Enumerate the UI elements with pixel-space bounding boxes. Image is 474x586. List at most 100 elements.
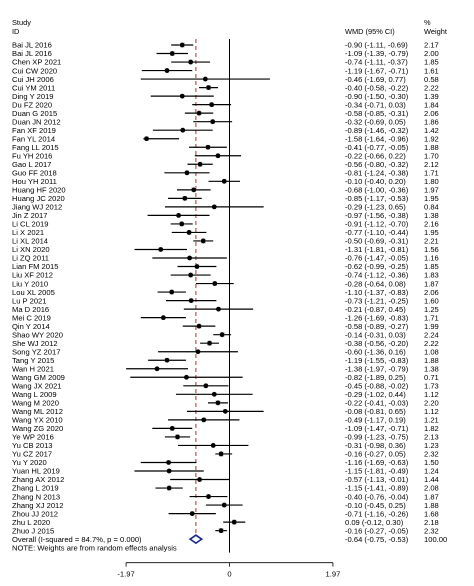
ci-text: -0.97 (-1.56, -0.38) [345,211,409,220]
study-row: Song YZ 2017 -0.60 (-1.36, 0.16) 1.08 [12,347,439,356]
study-label: Mei C 2019 [12,313,51,322]
ci-text: -0.62 (-0.99, -0.25) [345,262,409,271]
study-row: Ding Y 2019 -0.90 (-1.50, -0.30) 1.39 [12,92,439,101]
weight-text: 1.88 [424,501,439,510]
study-label: Fan YL 2014 [12,134,55,143]
study-label: Guo FF 2018 [12,169,57,178]
point-estimate [187,255,193,261]
study-row: Zhou JJ 2012 -0.71 (-1.16, -0.26) 1.68 [12,509,439,518]
study-label: Wang ML 2012 [12,407,63,416]
point-estimate [166,485,172,491]
point-estimate [164,357,170,363]
point-estimate [210,443,216,448]
ci-text: -1.15 (-1.41, -0.89) [345,484,409,493]
study-label: Hou YH 2011 [12,177,57,186]
weight-text: 1.71 [424,313,439,322]
point-estimate [216,306,221,312]
header-weight: Weight [424,27,447,36]
weight-text: 1.44 [424,475,439,484]
study-label: Liu Y 2010 [12,279,48,288]
weight-text: 1.23 [424,441,439,450]
point-estimate [179,93,185,99]
ci-text: -0.50 (-0.69, -0.31) [345,237,409,246]
weight-text: 1.38 [424,211,439,220]
ci-text: -0.90 (-1.50, -0.30) [345,92,409,101]
point-estimate [209,102,215,108]
study-label: Yu CB 2013 [12,441,53,450]
study-row: Li XN 2020 -1.31 (-1.81, -0.81) 1.56 [12,245,439,254]
point-estimate [206,85,211,90]
point-estimate [186,230,192,235]
point-estimate [205,144,211,150]
x-tick-label: 0 [227,570,231,579]
ci-text: -0.90 (-1.11, -0.69) [345,41,408,50]
weight-text: 1.80 [424,177,439,186]
point-estimate [203,383,209,389]
point-estimate [221,178,227,184]
weight-text: 1.84 [424,100,439,109]
weight-text: 1.95 [424,228,439,237]
study-row: Duan G 2015 -0.58 (-0.85, -0.31) 2.06 [12,109,439,118]
study-label: Ma D 2016 [12,305,49,314]
study-row: Cui YM 2011 -0.40 (-0.58, -0.22) 2.22 [12,83,439,92]
point-estimate [195,349,201,355]
ci-text: -0.21 (-0.87, 0.45) [345,305,406,314]
point-estimate [175,434,180,440]
header-percent: % [424,18,431,27]
ci-text: -0.49 (-1.17, 0.19) [345,416,406,425]
study-label: She WJ 2012 [12,339,58,348]
study-row: Liu XF 2012 -0.74 (-1.12, -0.36) 1.83 [12,271,439,280]
study-label: Zhou JJ 2012 [12,509,58,518]
study-label: Du FZ 2020 [12,100,52,109]
point-estimate [169,289,175,295]
overall-weight-text: 100.00 [424,535,447,544]
study-row: Gao L 2017 -0.56 (-0.80, -0.32) 2.12 [12,160,439,169]
ci-text: -1.16 (-1.69, -0.63) [345,458,409,467]
weight-text: 1.61 [424,66,439,75]
ci-text: -0.60 (-1.36, 0.16) [345,347,406,356]
study-label: Qin Y 2014 [12,322,50,331]
study-row: Ye WP 2016 -0.99 (-1.23, -0.75) 2.13 [12,433,439,442]
study-label: Ding Y 2019 [12,92,54,101]
study-row: Shao WY 2020 -0.14 (-0.31, 0.03) 2.24 [12,330,439,339]
weight-text: 2.00 [424,49,439,58]
point-estimate [179,221,185,227]
study-label: Cui CW 2020 [12,66,57,75]
study-row: Fan XF 2019 -0.89 (-1.46, -0.32) 1.42 [12,126,439,135]
study-label: Yuan HL 2019 [12,467,60,476]
column-headers: Study ID WMD (95% CI) % Weight [12,18,447,36]
point-estimate [169,426,175,431]
weight-text: 2.18 [424,518,439,527]
study-label: Zhang N 2013 [12,492,60,501]
study-label: Fang LL 2015 [12,143,59,152]
point-estimate [184,374,189,380]
ci-text: -1.58 (-1.64, -0.96) [345,134,409,143]
study-row: Tang Y 2015 -1.19 (-1.55, -0.83) 1.88 [12,356,439,365]
weight-text: 1.73 [424,382,439,391]
ci-text: -0.58 (-0.85, -0.31) [345,109,409,118]
study-row: Lou XL 2005 -1.10 (-1.37, -0.83) 2.06 [12,288,439,297]
study-label: Gao L 2017 [12,160,51,169]
study-label: Cui JH 2006 [12,75,54,84]
ci-text: -0.29 (-1.23, 0.65) [345,203,406,212]
ci-text: -0.16 (-0.27, -0.05) [345,526,409,535]
ci-text: -1.19 (-1.55, -0.83) [345,356,409,365]
ci-text: 0.09 (-0.12, 0.30) [345,518,404,527]
point-estimate [202,76,208,82]
ci-text: -0.82 (-1.89, 0.25) [345,373,406,382]
point-estimate [207,340,212,346]
ci-text: -1.15 (-1.81, -0.49) [345,467,409,476]
study-label: Tang Y 2015 [12,356,54,365]
ci-text: -0.29 (-1.02, 0.44) [345,390,406,399]
study-label: Li XL 2014 [12,237,48,246]
point-estimate [144,136,149,142]
study-row: She WJ 2012 -0.38 (-0.56, -0.20) 2.22 [12,339,439,348]
ci-text: -0.22 (-0.66, 0.22) [345,151,406,160]
study-label: Jin Z 2017 [12,211,47,220]
study-row: Wang L 2009 -0.29 (-1.02, 0.44) 1.12 [12,390,439,399]
ci-text: -0.10 (-0.45, 0.25) [345,501,406,510]
point-estimate [196,110,202,116]
study-row: Hou YH 2011 -0.10 (-0.40, 0.20) 1.80 [12,177,439,186]
study-row: Bai JL 2016 -0.90 (-1.11, -0.69) 2.17 [12,41,439,50]
ci-text: -1.10 (-1.37, -0.83) [345,288,409,297]
